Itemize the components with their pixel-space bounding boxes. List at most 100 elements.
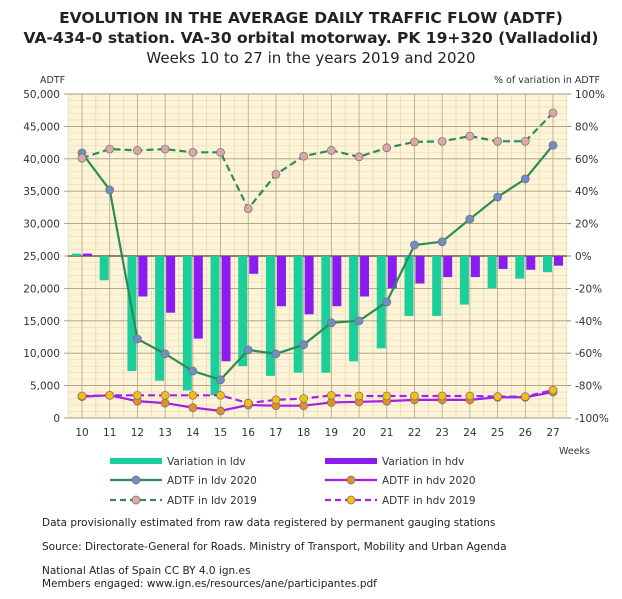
data-point: [493, 392, 502, 401]
data-point: [410, 137, 419, 147]
data-point: [327, 146, 336, 155]
x-tick-label: 13: [158, 427, 171, 439]
bar-hdv: [193, 256, 203, 339]
bar-hdv: [526, 256, 536, 270]
bar-hdv: [304, 256, 314, 315]
y-right-tick-label: 0%: [575, 251, 592, 263]
footer-atlas: National Atlas of Spain CC BY 4.0 ign.es: [42, 565, 251, 577]
x-tick-label: 26: [519, 427, 533, 439]
data-point: [437, 391, 447, 401]
bar-hdv: [83, 253, 92, 256]
y-right-tick-label: -100%: [575, 413, 609, 425]
legend-label: ADTF in ldv 2019: [167, 495, 257, 507]
y-right-tick-label: 100%: [575, 89, 605, 101]
data-point: [105, 144, 115, 154]
data-point: [133, 146, 142, 155]
data-point: [133, 390, 142, 400]
bar-ldv: [515, 256, 525, 279]
x-tick-label: 19: [325, 427, 338, 439]
data-point: [243, 204, 253, 214]
series-line: [81, 389, 554, 405]
bar-hdv: [360, 256, 370, 297]
data-point: [216, 375, 225, 385]
data-point: [216, 406, 225, 416]
x-tick-label: 10: [75, 427, 88, 439]
legend-label: ADTF in ldv 2020: [167, 475, 257, 487]
data-point: [160, 390, 170, 400]
bar-ldv: [487, 256, 497, 289]
legend-label: Variation in hdv: [382, 456, 464, 468]
data-point: [548, 385, 558, 395]
data-point: [160, 349, 170, 359]
y-left-tick-label: 30,000: [23, 219, 60, 231]
bar-ldv: [293, 256, 303, 373]
y-left-tick-label: 45,000: [23, 121, 60, 133]
bar-hdv: [415, 256, 425, 284]
bar-ldv: [99, 256, 109, 281]
x-tick-label: 17: [269, 427, 282, 439]
y-right-tick-label: 80%: [575, 121, 598, 133]
data-point: [354, 316, 364, 326]
x-tick-label: 12: [131, 427, 144, 439]
data-point: [299, 340, 308, 350]
data-point: [493, 192, 502, 202]
legend-marker: [131, 495, 141, 505]
bar-hdv: [138, 256, 148, 297]
data-point: [520, 174, 530, 184]
data-point: [216, 390, 225, 400]
bar-hdv: [249, 256, 259, 274]
x-tick-label: 15: [214, 427, 227, 439]
x-tick-label: 20: [352, 427, 365, 439]
bar-ldv: [376, 256, 386, 349]
data-point: [410, 391, 419, 401]
data-point: [299, 394, 308, 403]
data-point: [77, 391, 87, 401]
legend-swatch: [110, 458, 162, 464]
data-point: [77, 153, 87, 163]
bar-ldv: [182, 256, 192, 391]
data-point: [188, 366, 198, 376]
bar-ldv: [459, 256, 469, 305]
legend-marker: [346, 475, 356, 485]
bar-hdv: [221, 256, 231, 362]
bar-ldv: [155, 256, 165, 381]
data-point: [188, 390, 198, 400]
data-point: [327, 318, 336, 328]
data-point: [243, 345, 253, 355]
y-left-tick-label: 20,000: [23, 283, 60, 295]
legend-label: ADTF in hdv 2020: [382, 475, 476, 487]
x-tick-label: 24: [463, 427, 477, 439]
bar-ldv: [321, 256, 331, 373]
data-point: [382, 297, 392, 307]
data-point: [548, 140, 558, 150]
bar-ldv: [404, 256, 414, 316]
footer-members: Members engaged: www.ign.es/resources/an…: [42, 578, 377, 590]
bar-hdv: [443, 256, 453, 278]
data-point: [327, 390, 336, 400]
data-point: [160, 144, 170, 154]
data-point: [465, 391, 475, 401]
bar-hdv: [276, 256, 286, 307]
bar-ldv: [543, 256, 552, 273]
bar-ldv: [265, 256, 275, 376]
bar-hdv: [166, 256, 176, 313]
bar-ldv: [210, 256, 220, 396]
bar-ldv: [349, 256, 359, 362]
bar-hdv: [470, 256, 480, 278]
y-left-axis-label: ADTF: [40, 75, 65, 86]
data-point: [382, 143, 392, 153]
data-point: [271, 395, 281, 405]
y-right-tick-label: 40%: [575, 186, 598, 198]
data-point: [520, 392, 530, 401]
bar-ldv: [432, 256, 442, 316]
y-left-tick-label: 0: [53, 413, 60, 425]
data-point: [493, 136, 502, 146]
chart-subtitle-weeks: Weeks 10 to 27 in the years 2019 and 202…: [146, 49, 476, 67]
bar-hdv: [332, 256, 342, 307]
y-left-tick-label: 15,000: [23, 316, 60, 328]
y-left-tick-label: 50,000: [23, 89, 60, 101]
legend-marker: [346, 495, 356, 505]
x-tick-label: 21: [380, 427, 393, 439]
y-right-tick-label: -20%: [575, 283, 602, 295]
